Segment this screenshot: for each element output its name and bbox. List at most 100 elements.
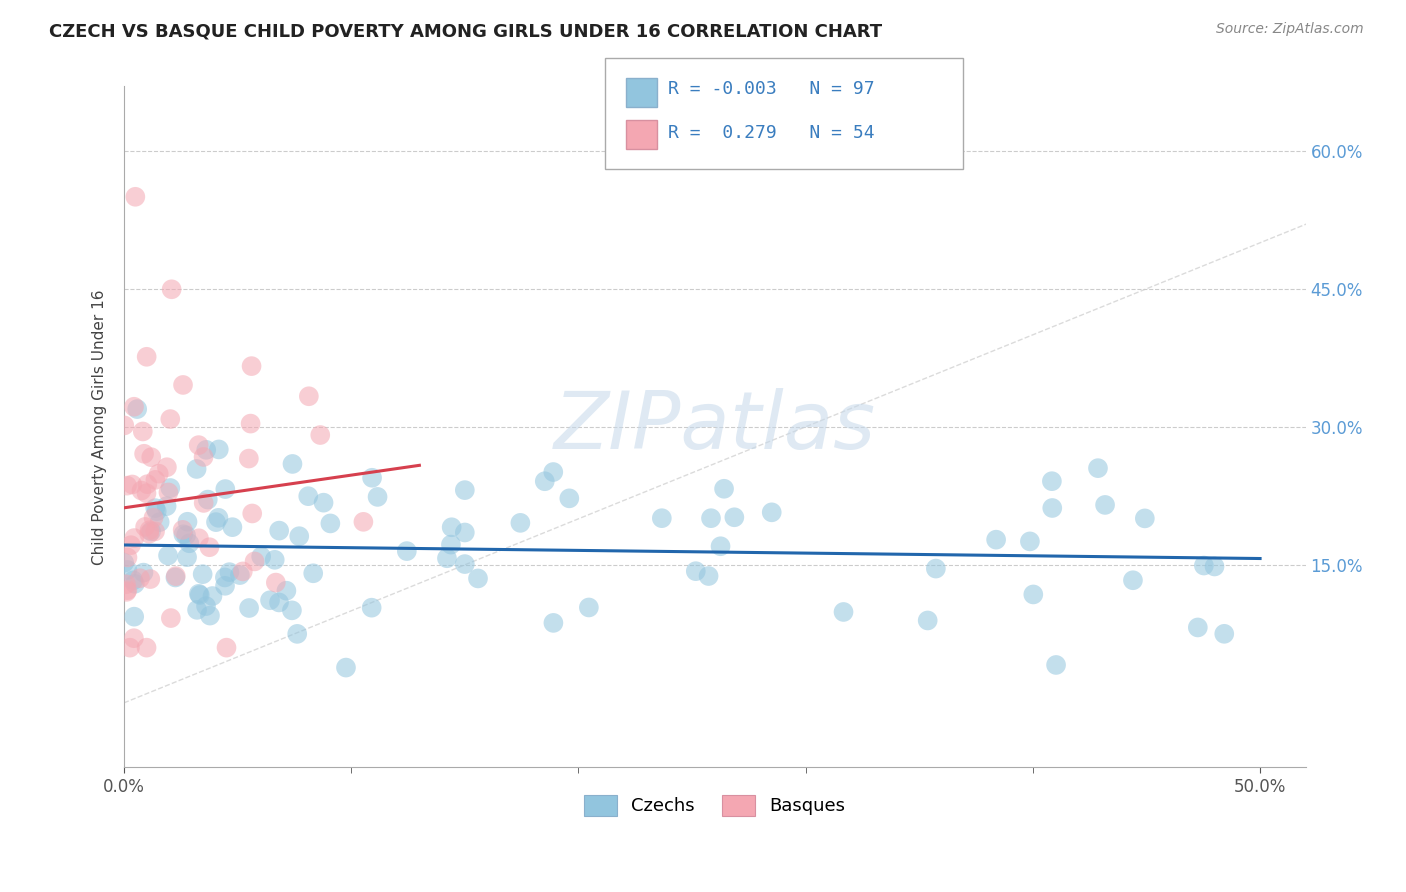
Point — [436, 551, 458, 566]
Point — [122, 574, 145, 588]
Point — [117, 563, 139, 577]
Point — [832, 605, 855, 619]
Point — [156, 460, 179, 475]
Point — [160, 282, 183, 296]
Point — [543, 465, 565, 479]
Point — [288, 529, 311, 543]
Point — [221, 520, 243, 534]
Point — [218, 565, 240, 579]
Point — [713, 482, 735, 496]
Point — [440, 538, 463, 552]
Point — [984, 533, 1007, 547]
Point — [165, 569, 187, 583]
Point — [198, 608, 221, 623]
Point — [132, 447, 155, 461]
Point — [229, 568, 252, 582]
Point — [145, 504, 167, 518]
Point — [197, 492, 219, 507]
Point — [201, 589, 224, 603]
Point — [193, 496, 215, 510]
Point — [709, 539, 731, 553]
Point — [186, 603, 208, 617]
Point — [761, 505, 783, 519]
Point — [120, 538, 142, 552]
Point — [157, 485, 180, 500]
Point — [131, 483, 153, 498]
Point — [198, 540, 221, 554]
Point — [138, 523, 160, 537]
Point — [1122, 573, 1144, 587]
Point — [533, 475, 555, 489]
Point — [361, 471, 384, 485]
Point — [215, 640, 238, 655]
Point — [440, 520, 463, 534]
Point — [250, 549, 273, 564]
Point — [578, 600, 600, 615]
Point — [243, 554, 266, 568]
Point — [122, 531, 145, 545]
Point — [191, 567, 214, 582]
Point — [1019, 534, 1042, 549]
Point — [454, 525, 477, 540]
Point — [232, 565, 254, 579]
Point — [264, 575, 287, 590]
Point — [214, 570, 236, 584]
Point — [285, 627, 308, 641]
Point — [205, 515, 228, 529]
Point — [193, 450, 215, 464]
Point — [467, 571, 489, 585]
Point — [1022, 587, 1045, 601]
Point — [700, 511, 723, 525]
Point — [1133, 511, 1156, 525]
Point — [157, 549, 180, 563]
Point — [214, 579, 236, 593]
Point — [454, 483, 477, 497]
Point — [179, 536, 201, 550]
Point — [240, 507, 263, 521]
Point — [240, 359, 263, 373]
Point — [335, 660, 357, 674]
Point — [195, 442, 218, 457]
Point — [129, 571, 152, 585]
Point — [135, 350, 157, 364]
Point — [298, 389, 321, 403]
Point — [685, 564, 707, 578]
Point — [122, 631, 145, 645]
Point — [360, 600, 382, 615]
Point — [139, 572, 162, 586]
Point — [1087, 461, 1109, 475]
Point — [195, 599, 218, 613]
Point — [208, 442, 231, 457]
Point — [143, 501, 166, 516]
Point — [148, 467, 170, 481]
Point — [239, 417, 262, 431]
Point — [509, 516, 531, 530]
Point — [124, 576, 146, 591]
Point — [165, 570, 187, 584]
Point — [558, 491, 581, 506]
Point — [176, 550, 198, 565]
Point — [352, 515, 374, 529]
Point — [121, 477, 143, 491]
Point — [263, 553, 285, 567]
Point — [238, 451, 260, 466]
Point — [135, 486, 157, 500]
Point — [124, 190, 146, 204]
Point — [143, 524, 166, 539]
Point — [112, 556, 135, 570]
Point — [1040, 500, 1063, 515]
Point — [187, 438, 209, 452]
Point — [136, 477, 159, 491]
Point — [172, 378, 194, 392]
Point — [1187, 620, 1209, 634]
Point — [115, 478, 138, 492]
Point — [172, 527, 194, 541]
Point — [309, 428, 332, 442]
Point — [127, 402, 149, 417]
Point — [302, 566, 325, 581]
Point — [135, 640, 157, 655]
Point — [139, 524, 162, 539]
Point — [1045, 657, 1067, 672]
Point — [112, 418, 135, 433]
Point — [132, 425, 155, 439]
